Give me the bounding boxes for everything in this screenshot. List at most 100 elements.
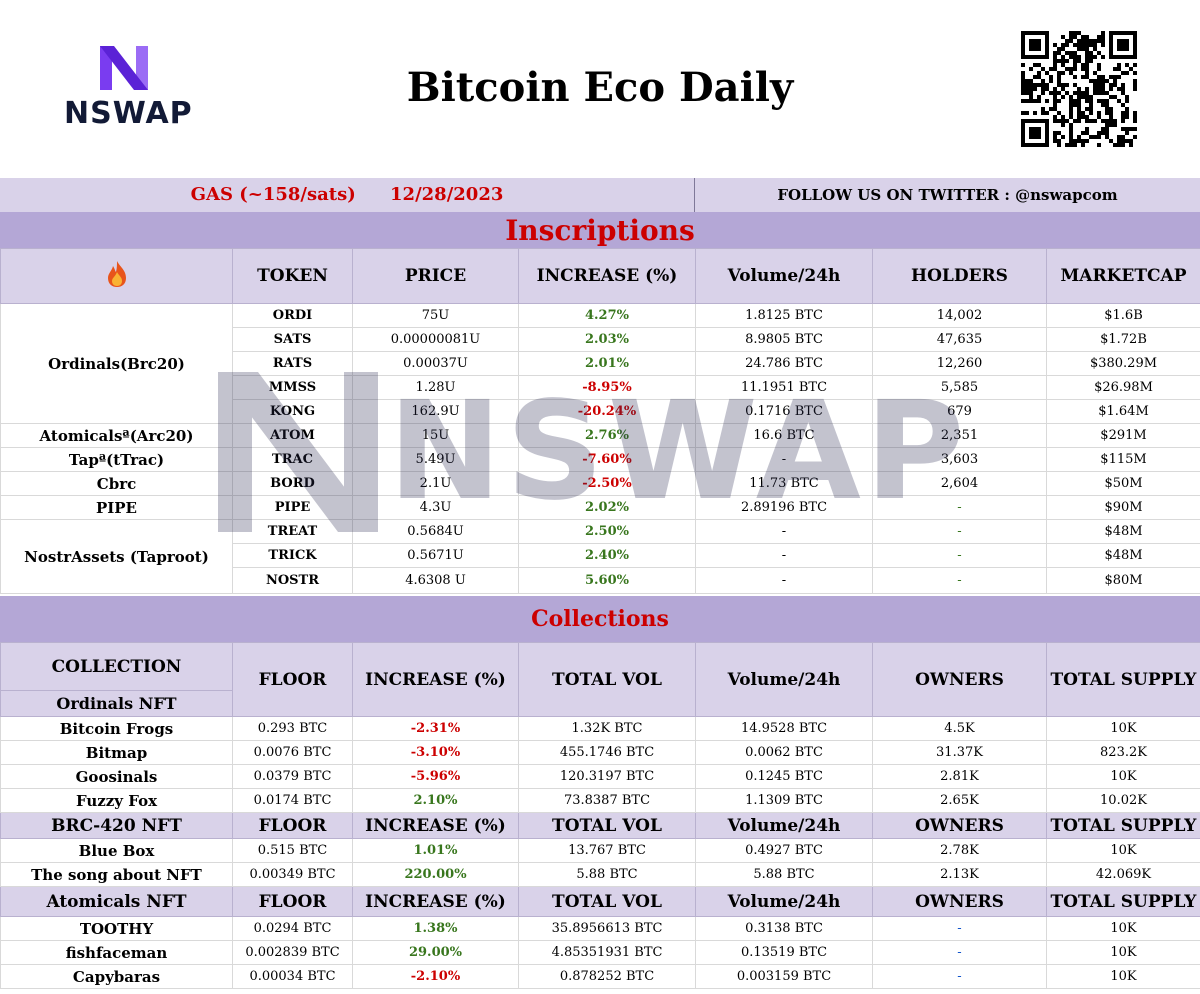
marketcap-cell: $26.98M bbox=[1046, 375, 1200, 400]
table-row: fishfaceman 0.002839 BTC 29.00% 4.85351931 … bbox=[0, 940, 1200, 965]
owners-cell: 2.81K bbox=[872, 764, 1047, 789]
owners-cell: - bbox=[872, 940, 1047, 965]
holders-cell: 5,585 bbox=[872, 375, 1047, 400]
group-name: Ordinals(Brc20) bbox=[0, 303, 233, 424]
volume-cell: 1.1309 BTC bbox=[695, 788, 873, 813]
increase-cell: -3.10% bbox=[352, 740, 519, 765]
marketcap-cell: $48M bbox=[1046, 519, 1200, 544]
table-row: Bitcoin Frogs 0.293 BTC -2.31% 1.32K BTC 14.… bbox=[0, 716, 1200, 741]
owners-cell: 2.13K bbox=[872, 862, 1047, 887]
collection-name: Goosinals bbox=[0, 764, 233, 789]
group-name: Atomicalsª(Arc20) bbox=[0, 423, 233, 448]
total-vol-cell: 73.8387 BTC bbox=[518, 788, 696, 813]
token-cell: ORDI bbox=[232, 303, 353, 328]
owners-cell: - bbox=[872, 964, 1047, 989]
volume-cell: 0.3138 BTC bbox=[695, 916, 873, 941]
volume-cell: - bbox=[695, 543, 873, 568]
nswap-logo-mark-icon bbox=[100, 46, 148, 90]
holders-cell: 679 bbox=[872, 399, 1047, 424]
collections-header-row: COLLECTION FLOOR INCREASE (%) TOTAL VOL Volu… bbox=[0, 642, 1200, 717]
report-date: 12/28/2023 bbox=[390, 184, 504, 205]
volume-cell: 0.003159 BTC bbox=[695, 964, 873, 989]
floor-cell: 0.515 BTC bbox=[232, 838, 353, 863]
fire-icon bbox=[107, 260, 126, 287]
report-header: NSWAP Bitcoin Eco Daily bbox=[0, 0, 1200, 179]
volume-cell: - bbox=[695, 567, 873, 594]
marketcap-cell: $48M bbox=[1046, 543, 1200, 568]
increase-cell: 2.76% bbox=[518, 423, 696, 448]
total-vol-cell: 455.1746 BTC bbox=[518, 740, 696, 765]
increase-cell: 29.00% bbox=[352, 940, 519, 965]
supply-cell: 10K bbox=[1046, 838, 1200, 863]
holders-cell: - bbox=[872, 495, 1047, 520]
qr-code-icon[interactable] bbox=[1021, 31, 1137, 147]
token-cell: NOSTR bbox=[232, 567, 353, 594]
volume-cell: 0.0062 BTC bbox=[695, 740, 873, 765]
supply-cell: 10.02K bbox=[1046, 788, 1200, 813]
group-header-row: Ordinals NFT bbox=[0, 690, 1200, 717]
owners-cell: 4.5K bbox=[872, 716, 1047, 741]
holders-cell: 14,002 bbox=[872, 303, 1047, 328]
group-name: Tapª(tTrac) bbox=[0, 447, 233, 472]
group-name: BRC-420 NFT bbox=[0, 812, 233, 839]
price-cell: 15U bbox=[352, 423, 519, 448]
collections-col-header: INCREASE (%) bbox=[352, 886, 519, 917]
increase-cell: 2.40% bbox=[518, 543, 696, 568]
group-header-row: Atomicals NFT FLOOR INCREASE (%) TOTAL VOL V… bbox=[0, 886, 1200, 917]
supply-cell: 10K bbox=[1046, 940, 1200, 965]
inscriptions-col-header: PRICE bbox=[352, 248, 519, 304]
holders-cell: 12,260 bbox=[872, 351, 1047, 376]
collections-col-header: Volume/24h bbox=[695, 642, 873, 717]
increase-cell: -7.60% bbox=[518, 447, 696, 472]
volume-cell: 5.88 BTC bbox=[695, 862, 873, 887]
collection-name: Bitcoin Frogs bbox=[0, 716, 233, 741]
collections-col-header: OWNERS bbox=[872, 642, 1047, 717]
volume-cell: 8.9805 BTC bbox=[695, 327, 873, 352]
group-name: NostrAssets (Taproot) bbox=[0, 519, 233, 594]
collections-table: COLLECTION FLOOR INCREASE (%) TOTAL VOL Volu… bbox=[0, 642, 1200, 989]
volume-cell: - bbox=[695, 519, 873, 544]
group-name: PIPE bbox=[0, 495, 233, 520]
inscriptions-col-header: INCREASE (%) bbox=[518, 248, 696, 304]
group-name: Ordinals NFT bbox=[0, 690, 233, 717]
supply-cell: 10K bbox=[1046, 764, 1200, 789]
volume-cell: 0.13519 BTC bbox=[695, 940, 873, 965]
twitter-follow[interactable]: FOLLOW US ON TWITTER : @nswapcom bbox=[777, 186, 1118, 204]
marketcap-cell: $115M bbox=[1046, 447, 1200, 472]
increase-cell: 1.38% bbox=[352, 916, 519, 941]
table-row: TOOTHY 0.0294 BTC 1.38% 35.8956613 BTC 0.313… bbox=[0, 916, 1200, 941]
increase-cell: -5.96% bbox=[352, 764, 519, 789]
volume-cell: 11.73 BTC bbox=[695, 471, 873, 496]
table-row: MMSS 1.28U -8.95% 11.1951 BTC 5,585 $26.98M bbox=[1, 375, 1200, 400]
collection-name: Fuzzy Fox bbox=[0, 788, 233, 813]
price-cell: 0.00037U bbox=[352, 351, 519, 376]
token-cell: KONG bbox=[232, 399, 353, 424]
supply-cell: 10K bbox=[1046, 716, 1200, 741]
table-row: Capybaras 0.00034 BTC -2.10% 0.878252 BTC 0.… bbox=[0, 964, 1200, 989]
group-header-row: BRC-420 NFT FLOOR INCREASE (%) TOTAL VOL Vol… bbox=[0, 812, 1200, 839]
increase-cell: -20.24% bbox=[518, 399, 696, 424]
increase-cell: -2.10% bbox=[352, 964, 519, 989]
floor-cell: 0.002839 BTC bbox=[232, 940, 353, 965]
collections-col-header: Volume/24h bbox=[695, 812, 873, 839]
collections-col-header: FLOOR bbox=[232, 886, 353, 917]
token-cell: ATOM bbox=[232, 423, 353, 448]
total-vol-cell: 0.878252 BTC bbox=[518, 964, 696, 989]
owners-cell: 2.78K bbox=[872, 838, 1047, 863]
nswap-logo: NSWAP bbox=[62, 46, 192, 131]
floor-cell: 0.0076 BTC bbox=[232, 740, 353, 765]
holders-cell: 2,604 bbox=[872, 471, 1047, 496]
collections-title: Collections bbox=[0, 596, 1200, 642]
table-row: NOSTR 4.6308 U 5.60% - - $80M bbox=[1, 567, 1200, 594]
price-cell: 1.28U bbox=[352, 375, 519, 400]
table-row: Ordinals(Brc20) ORDI 75U 4.27% 1.8125 BTC 14,… bbox=[0, 303, 1200, 424]
inscriptions-col-header: MARKETCAP bbox=[1046, 248, 1200, 304]
holders-cell: - bbox=[872, 543, 1047, 568]
volume-cell: 11.1951 BTC bbox=[695, 375, 873, 400]
total-vol-cell: 5.88 BTC bbox=[518, 862, 696, 887]
total-vol-cell: 13.767 BTC bbox=[518, 838, 696, 863]
supply-cell: 823.2K bbox=[1046, 740, 1200, 765]
marketcap-cell: $80M bbox=[1046, 567, 1200, 594]
total-vol-cell: 35.8956613 BTC bbox=[518, 916, 696, 941]
price-cell: 0.5684U bbox=[352, 519, 519, 544]
